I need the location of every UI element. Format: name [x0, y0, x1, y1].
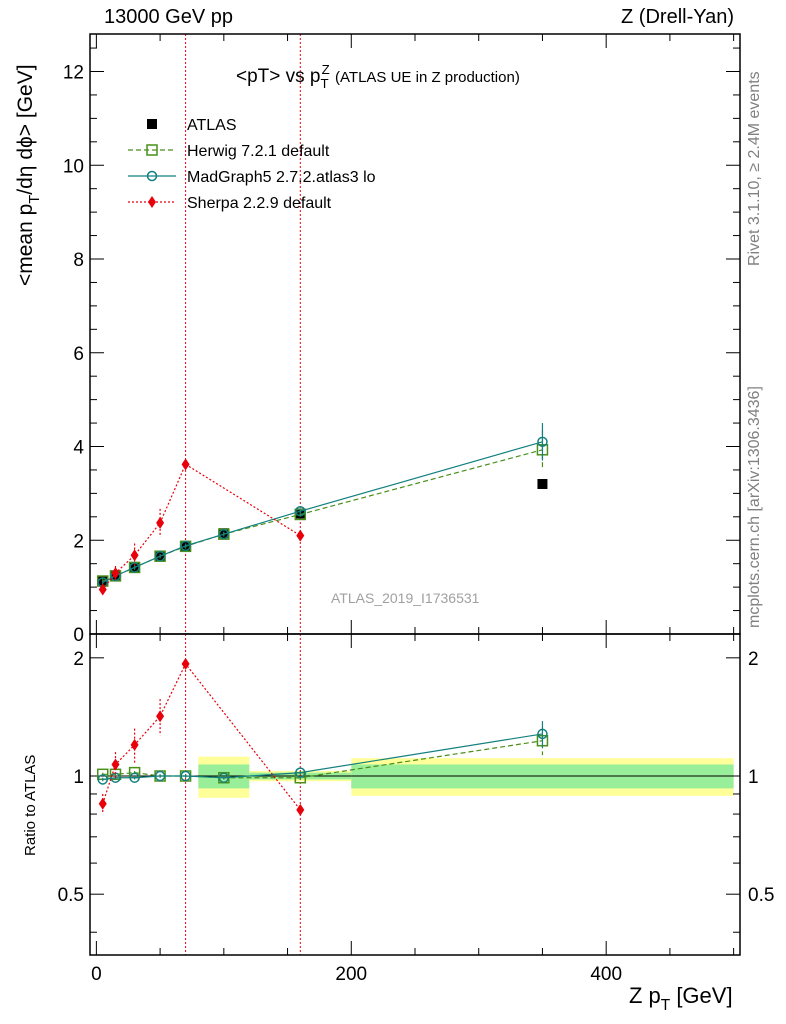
series-3-point	[181, 458, 190, 471]
ratio-series-0-line	[102, 740, 543, 779]
ratio-series-1-point	[537, 728, 548, 740]
series-3-point	[296, 529, 305, 542]
legend-marker-3	[148, 196, 156, 208]
x-tick-label: 400	[590, 964, 622, 985]
ratio-series-2-point	[156, 710, 165, 723]
process-label: Z (Drell-Yan)	[621, 6, 734, 28]
main-y-tick-label: 10	[63, 156, 84, 177]
ratio-series-1-point	[180, 770, 191, 782]
ratio-y-tick-label: 1	[73, 767, 84, 788]
ratio-series-1-point	[218, 772, 230, 783]
legend-label-2: MadGraph5 2.7.2.atlas3 lo	[187, 169, 376, 186]
main-y-tick-label: 12	[63, 63, 84, 84]
series-3-point	[98, 583, 107, 596]
series-0-point	[537, 479, 548, 489]
series-2-point	[129, 562, 140, 573]
series-2-line	[102, 441, 543, 583]
ratio-series-1-point	[129, 772, 140, 783]
collision-energy-label: 13000 GeV pp	[104, 6, 233, 28]
series-3-point	[156, 516, 165, 529]
legend-marker-1	[146, 144, 158, 156]
ratio-series-1-point	[97, 774, 108, 785]
legend-label-3: Sherpa 2.2.9 default	[187, 195, 332, 212]
legend-marker-0	[147, 119, 157, 129]
ratio-series-2-point	[181, 657, 190, 670]
series-2-point	[154, 550, 166, 562]
ratio-y-tick-label-right: 0.5	[748, 885, 774, 906]
ratio-y-tick-label-right: 2	[748, 649, 759, 670]
series-2-point	[218, 528, 230, 540]
legend-marker-2	[146, 170, 158, 182]
main-y-tick-label: 4	[73, 438, 84, 459]
series-2-point	[295, 505, 306, 517]
ratio-series-1-point	[295, 767, 306, 778]
series-3-point	[130, 549, 139, 562]
y-axis-title-upper: <mean pT/dη dϕ> [GeV]	[14, 64, 43, 286]
ratio-y-tick-label-right: 1	[748, 767, 759, 788]
x-tick-label: 0	[91, 964, 102, 985]
ratio-series-2-line	[102, 662, 301, 811]
ratio-y-tick-label: 0.5	[58, 885, 84, 906]
main-y-tick-label: 6	[73, 344, 84, 365]
mcplots-credit-label: mcplots.cern.ch [arXiv:1306.3436]	[746, 386, 763, 628]
ratio-series-2-point	[130, 738, 139, 751]
rivet-version-label: Rivet 3.1.10, ≥ 2.4M events	[746, 71, 763, 266]
series-1-line	[102, 449, 543, 582]
series-2-point	[537, 436, 548, 448]
y-axis-title-ratio: Ratio to ATLAS	[22, 754, 39, 856]
series-3-point	[111, 567, 120, 580]
ratio-series-2-point	[111, 758, 120, 771]
legend-label-1: Herwig 7.2.1 default	[187, 143, 330, 160]
ratio-series-2-point	[296, 803, 305, 816]
ratio-series-1-line	[102, 733, 543, 781]
ratio-y-tick-label: 2	[73, 649, 84, 670]
plot-title: <pT> vs pTZ (ATLAS UE in Z production)	[236, 62, 520, 91]
series-2-point	[180, 540, 191, 552]
x-axis-title: Z pT [GeV]	[629, 983, 733, 1014]
main-y-tick-label: 2	[73, 531, 84, 552]
ratio-series-2-point	[98, 797, 107, 810]
x-tick-label: 200	[335, 964, 367, 985]
analysis-watermark: ATLAS_2019_I1736531	[331, 590, 480, 606]
main-y-tick-label: 0	[73, 625, 84, 646]
legend-label-0: ATLAS	[187, 117, 237, 134]
main-y-tick-label: 8	[73, 250, 84, 271]
ratio-series-1-point	[154, 770, 166, 782]
